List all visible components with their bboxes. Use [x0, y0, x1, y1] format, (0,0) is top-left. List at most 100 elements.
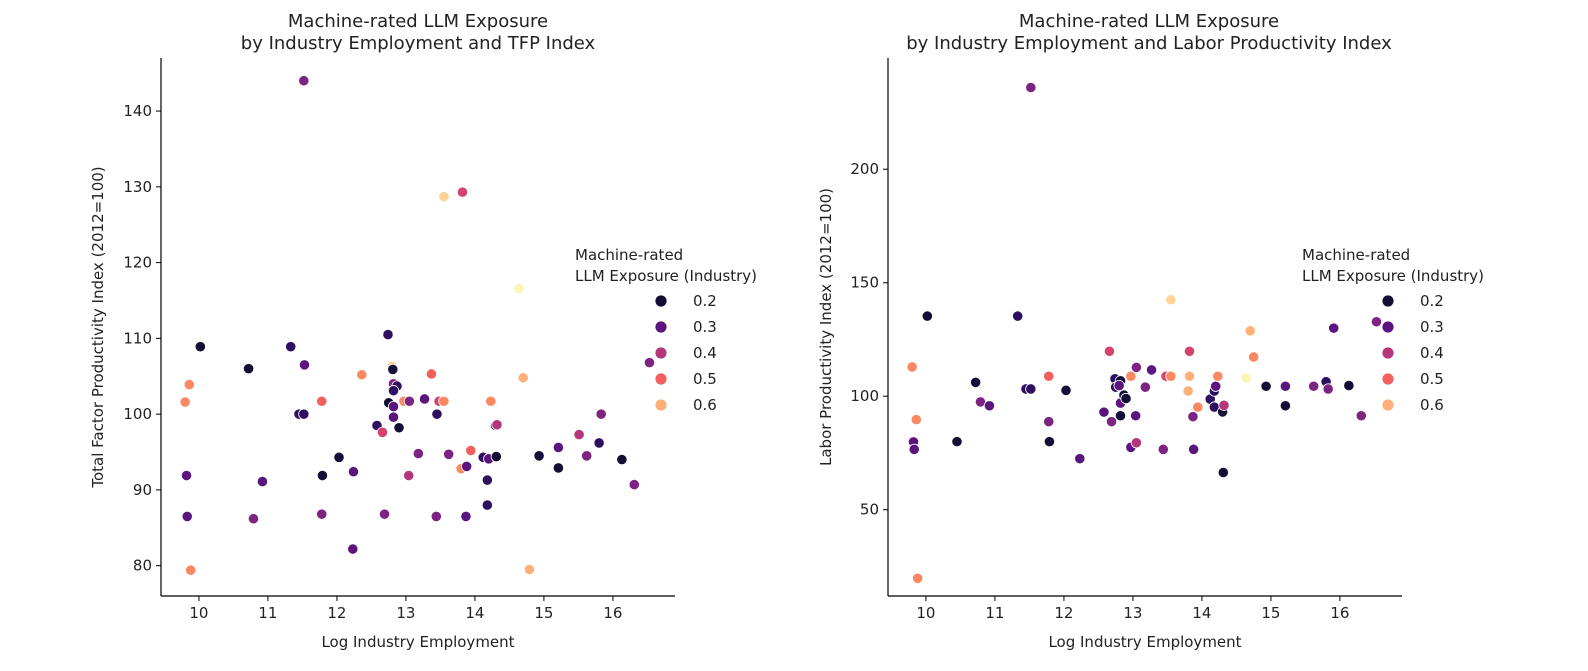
scatter-point — [460, 510, 472, 523]
scatter-point — [513, 282, 525, 294]
x-tick-label: 14 — [1192, 604, 1211, 622]
scatter-point — [438, 191, 450, 203]
scatter-point — [194, 341, 206, 353]
scatter-point — [1043, 416, 1055, 428]
x-axis-label: Log Industry Employment — [321, 633, 514, 651]
legend-marker — [1381, 372, 1395, 386]
scatter-point — [552, 441, 565, 454]
scatter-point — [593, 437, 605, 449]
y-tick-label: 110 — [123, 329, 152, 347]
scatter-point — [921, 310, 933, 322]
scatter-point — [573, 428, 585, 441]
x-ticks: 10 11 12 13 14 15 16 — [189, 596, 622, 622]
scatter-point — [1120, 392, 1132, 405]
scatter-point — [1188, 443, 1200, 455]
scatter-point — [180, 469, 193, 482]
x-tick-label: 16 — [1330, 604, 1349, 622]
x-tick-label: 16 — [603, 604, 622, 622]
scatter-point — [517, 372, 529, 384]
scatter-point — [333, 451, 345, 463]
x-axis-label: Log Industry Employment — [1048, 633, 1241, 651]
scatter-point — [1098, 406, 1110, 418]
legend-label: 0.2 — [1420, 292, 1444, 310]
x-ticks: 10 11 12 13 14 15 16 — [916, 596, 1349, 622]
y-tick-label: 130 — [123, 178, 152, 196]
chart-title-line1: Machine-rated LLM Exposure — [1019, 11, 1279, 32]
scatter-point — [1103, 345, 1116, 357]
legend-label: 0.4 — [1420, 344, 1444, 362]
chart-title-line2: by Industry Employment and Labor Product… — [906, 33, 1392, 54]
scatter-point — [393, 422, 405, 434]
scatter-point — [438, 395, 450, 407]
scatter-point — [1105, 416, 1118, 428]
scatter-point — [1322, 383, 1334, 395]
scatter-point — [1145, 364, 1158, 376]
scatter-point — [418, 393, 431, 405]
scatter-point — [456, 186, 469, 198]
scatter-point — [1182, 385, 1194, 397]
scatter-point — [1074, 453, 1086, 465]
scatter-point — [387, 400, 400, 413]
legend-marker — [1381, 294, 1395, 308]
x-tick-label: 15 — [1261, 604, 1280, 622]
legend-marker — [1381, 346, 1395, 360]
legend-label: 0.5 — [1420, 370, 1444, 388]
scatter-point — [1157, 443, 1169, 455]
tfp-scatter-panel: Machine-rated LLM Exposure by Industry E… — [89, 11, 757, 651]
scatter-point — [1012, 310, 1024, 322]
scatter-point — [1183, 345, 1196, 357]
scatter-point — [316, 469, 329, 482]
scatter-point — [1130, 361, 1142, 374]
scatter-point — [387, 411, 400, 423]
scatter-point — [387, 385, 400, 397]
scatter-point — [347, 543, 359, 555]
scatter-point — [616, 454, 628, 466]
scatter-point — [316, 508, 328, 520]
legend-marker — [654, 346, 668, 360]
legend-marker — [654, 320, 668, 334]
scatter-point — [533, 450, 545, 462]
legend-marker — [1381, 398, 1395, 412]
x-tick-label: 11 — [258, 604, 277, 622]
scatter-point — [1060, 384, 1072, 396]
y-ticks: 50 100 150 200 — [850, 160, 888, 519]
legend-title-line2: LLM Exposure (Industry) — [1302, 267, 1484, 285]
scatter-point — [1165, 370, 1177, 382]
scatter-point — [412, 447, 424, 460]
legend-label: 0.6 — [1420, 396, 1444, 414]
scatter-point — [1187, 411, 1199, 423]
y-ticks: 80 90 100 110 120 130 140 — [123, 102, 161, 575]
scatter-point — [465, 444, 477, 457]
scatter-point — [481, 474, 493, 486]
x-tick-label: 13 — [1123, 604, 1142, 622]
scatter-point — [243, 363, 255, 375]
legend-label: 0.6 — [693, 396, 717, 414]
scatter-point — [1130, 437, 1142, 449]
scatter-point — [403, 395, 415, 407]
scatter-point — [1025, 81, 1037, 94]
legend-title-line1: Machine-rated — [1302, 246, 1410, 264]
scatter-point — [181, 510, 193, 523]
y-tick-label: 100 — [123, 405, 152, 423]
y-tick-label: 200 — [850, 160, 879, 178]
y-tick-label: 80 — [133, 557, 152, 575]
x-tick-label: 10 — [189, 604, 208, 622]
scatter-point — [910, 414, 922, 426]
x-tick-label: 15 — [534, 604, 553, 622]
legend-label: 0.5 — [693, 370, 717, 388]
scatter-point — [912, 572, 924, 584]
scatter-point — [431, 408, 443, 420]
legend-label: 0.2 — [693, 292, 717, 310]
scatter-point — [1210, 380, 1222, 392]
scatter-point — [490, 450, 502, 463]
scatter-point — [1370, 316, 1383, 328]
scatter-point — [1114, 410, 1127, 422]
scatter-point — [183, 378, 195, 391]
x-tick-label: 12 — [1054, 604, 1073, 622]
scatter-point — [430, 510, 442, 523]
legend-label: 0.4 — [693, 344, 717, 362]
y-tick-label: 90 — [133, 481, 152, 499]
scatter-point — [1308, 380, 1320, 392]
scatter-point — [1218, 399, 1230, 411]
scatter-point — [1192, 401, 1204, 413]
